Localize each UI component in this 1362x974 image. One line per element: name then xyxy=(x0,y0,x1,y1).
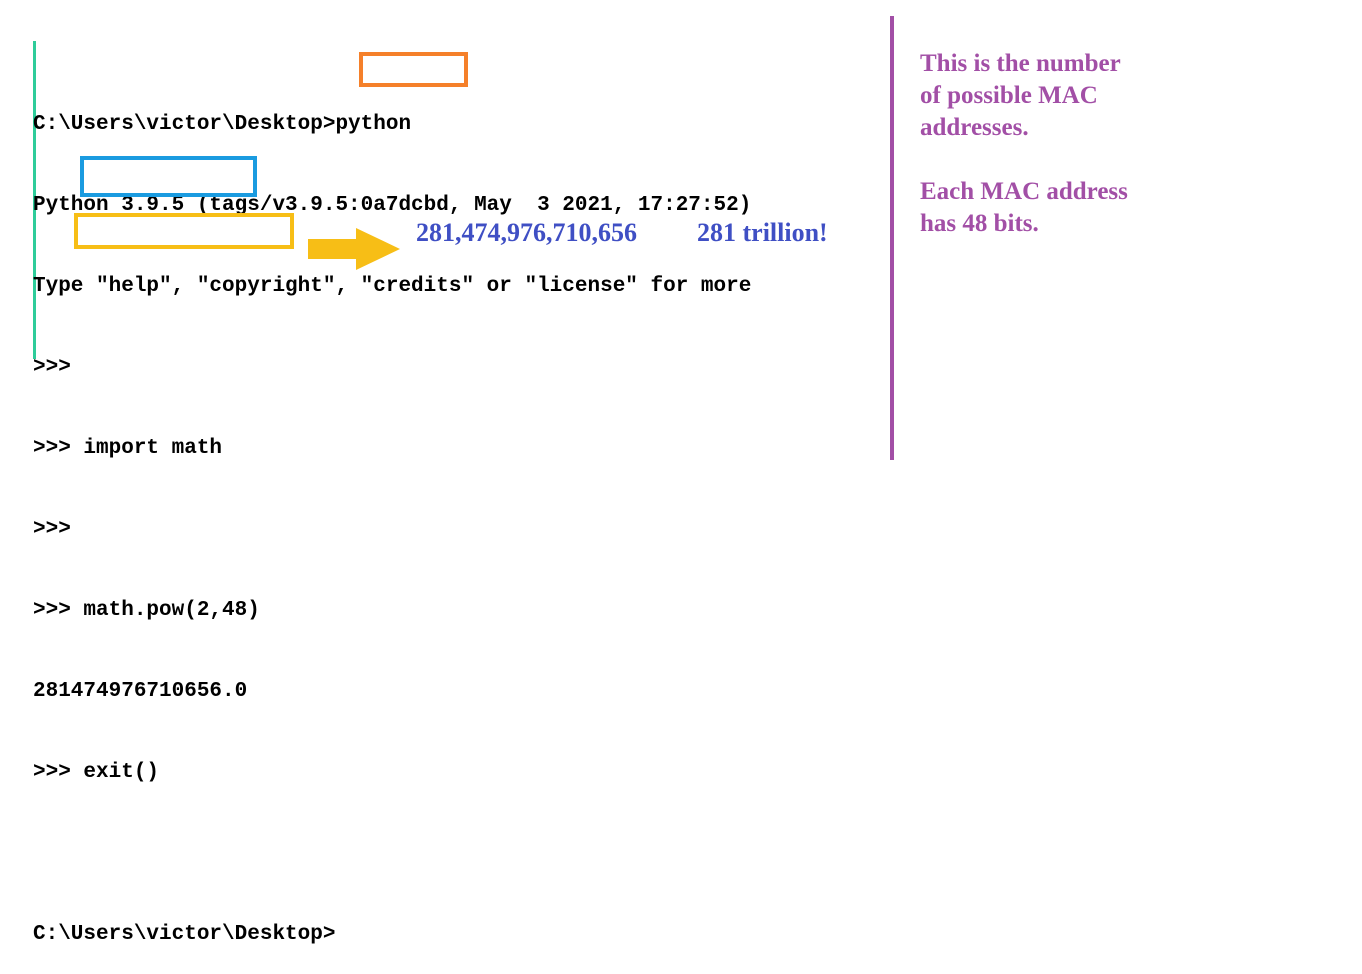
python-command-highlight xyxy=(359,52,468,87)
terminal-line: >>> xyxy=(33,356,71,379)
terminal-line xyxy=(33,840,751,867)
terminal-line: 281474976710656.0 xyxy=(33,680,248,703)
mac-bits-note: Each MAC address has 48 bits. xyxy=(920,176,1128,240)
note-line: This is the number xyxy=(920,50,1121,77)
possible-mac-count: 281,474,976,710,656 xyxy=(416,218,637,247)
yellow-arrow-icon xyxy=(308,228,400,270)
math-pow-highlight xyxy=(74,213,294,249)
mac-count-note: This is the number of possible MAC addre… xyxy=(920,48,1121,144)
terminal-line: C:\Users\victor\Desktop>python xyxy=(33,113,412,136)
terminal-line: C:\Users\victor\Desktop> xyxy=(33,923,336,946)
trillion-label: 281 trillion! xyxy=(697,218,828,247)
terminal-line: >>> xyxy=(33,518,71,541)
divider-bar xyxy=(890,16,894,460)
terminal-line: >>> exit() xyxy=(33,761,160,784)
note-line: addresses. xyxy=(920,114,1029,141)
terminal-line: >>> import math xyxy=(33,437,223,460)
note-line: Each MAC address xyxy=(920,178,1128,205)
note-line: of possible MAC xyxy=(920,82,1098,109)
terminal-line: Type "help", "copyright", "credits" or "… xyxy=(33,275,752,298)
terminal-line: Python 3.9.5 (tags/v3.9.5:0a7dcbd, May 3… xyxy=(33,194,752,217)
note-line: has 48 bits. xyxy=(920,210,1039,237)
import-math-highlight xyxy=(80,156,257,197)
terminal-line: >>> math.pow(2,48) xyxy=(33,599,260,622)
left-accent-bar xyxy=(33,41,36,359)
